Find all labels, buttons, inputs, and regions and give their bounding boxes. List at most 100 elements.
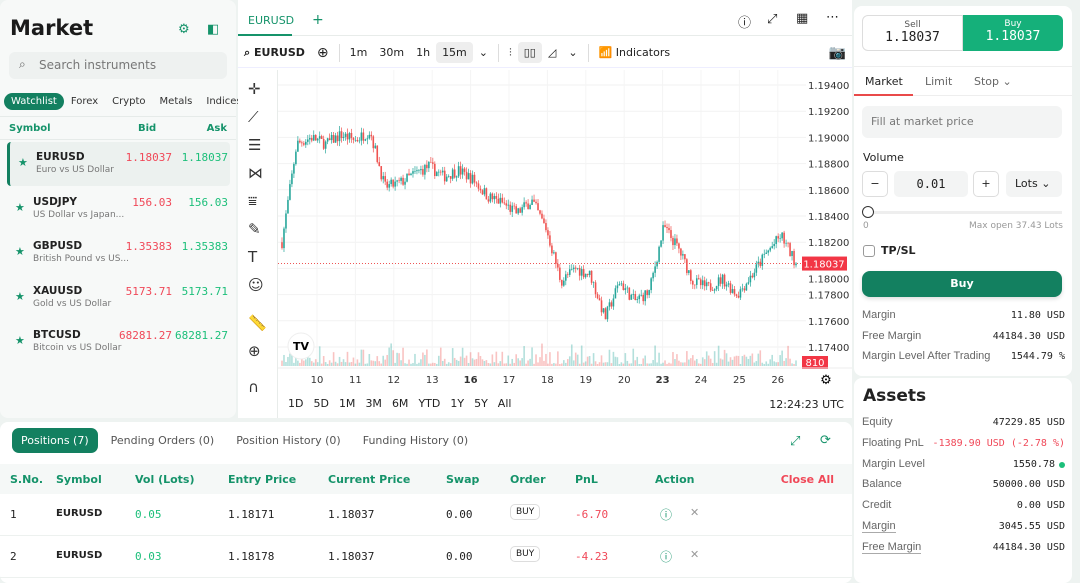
close-icon[interactable]: ✕ — [690, 506, 700, 519]
candles-icon[interactable]: ▯▯ — [517, 42, 542, 63]
range-3m[interactable]: 3M — [365, 397, 382, 410]
text-icon[interactable]: T — [248, 248, 258, 266]
close-icon[interactable]: ✕ — [690, 548, 700, 561]
cell-entry: 1.18178 — [228, 550, 275, 563]
asset-label[interactable]: Free Margin — [862, 540, 922, 554]
range-ytd[interactable]: YTD — [418, 397, 441, 410]
slider-handle[interactable] — [862, 206, 874, 218]
volume-bar — [699, 363, 702, 366]
star-icon[interactable]: ★ — [15, 334, 25, 347]
buy-price-button[interactable]: Buy 1.18037 — [963, 15, 1063, 51]
range-5y[interactable]: 5Y — [474, 397, 488, 410]
symbol-search-button[interactable]: ⌕ EURUSD — [244, 45, 305, 59]
compare-icon[interactable]: ⊕ — [316, 44, 329, 61]
watchlist-item[interactable]: ★ BTCUSD Bitcoin vs US Dollar 68281.27 6… — [7, 320, 230, 364]
chevron-down-icon[interactable]: ⌄ — [478, 46, 488, 59]
cell-order[interactable]: BUY — [510, 504, 541, 520]
tab-watchlist[interactable]: Watchlist — [4, 93, 64, 110]
watchlist-item[interactable]: ★ USDJPY US Dollar vs Japan... 156.03 15… — [7, 187, 230, 231]
y-tick-label: 1.19000 — [808, 133, 849, 144]
indicators-button[interactable]: 📶 Indicators — [593, 42, 677, 63]
candle — [376, 145, 379, 163]
camera-icon[interactable]: 📷 — [828, 44, 846, 61]
buy-button[interactable]: Buy — [862, 271, 1062, 297]
decrease-volume-button[interactable]: − — [862, 171, 888, 197]
settings-icon[interactable]: ⚙ — [820, 373, 832, 388]
unit-select[interactable]: Lots ⌄ — [1006, 171, 1062, 197]
range-5d[interactable]: 5D — [313, 397, 329, 410]
collapse-panel-icon[interactable]: ◧ — [207, 22, 220, 37]
info-icon[interactable]: ⓘ — [738, 16, 752, 31]
range-all[interactable]: All — [497, 397, 512, 410]
bar-type-icon[interactable]: ⫶ — [509, 45, 512, 59]
chevron-down-icon[interactable]: ⌄ — [568, 46, 578, 59]
interval-1h[interactable]: 1h — [416, 46, 431, 59]
info-icon[interactable]: ⓘ — [660, 550, 673, 564]
emoji-icon[interactable]: ☺ — [248, 276, 264, 294]
volume-bar — [751, 353, 754, 366]
range-1d[interactable]: 1D — [288, 397, 304, 410]
magnet-icon[interactable]: ∩ — [248, 378, 259, 396]
trend-line-icon[interactable]: ⟋ — [248, 108, 259, 126]
interval-30m[interactable]: 30m — [379, 46, 405, 59]
more-icon[interactable]: ⋯ — [826, 10, 839, 25]
star-icon[interactable]: ★ — [18, 156, 28, 169]
star-icon[interactable]: ★ — [15, 245, 25, 258]
pattern-icon[interactable]: ⋈ — [248, 164, 263, 182]
refresh-icon[interactable]: ⟳ — [820, 433, 831, 448]
tab-position-history[interactable]: Position History (0) — [236, 434, 341, 447]
tab-metals[interactable]: Metals — [159, 96, 193, 107]
symbol: GBPUSD — [33, 240, 83, 252]
cell-order[interactable]: BUY — [510, 546, 541, 562]
crosshair-icon[interactable]: ✛ — [248, 80, 261, 98]
price-chart[interactable]: 1.19400 1.19200 1.19000 1.18800 1.18600 1.184… — [278, 70, 852, 390]
fib-icon[interactable]: ☰ — [248, 136, 262, 154]
grid-icon[interactable]: ▦ — [796, 11, 809, 26]
tab-pending-orders[interactable]: Pending Orders (0) — [110, 434, 215, 447]
interval-1m[interactable]: 1m — [349, 46, 368, 59]
range-1y[interactable]: 1Y — [450, 397, 465, 410]
expand-icon[interactable]: ⤢ — [790, 434, 801, 449]
add-tab-button[interactable]: + — [312, 12, 324, 28]
star-icon[interactable]: ★ — [15, 289, 25, 303]
tab-stop[interactable]: Stop ⌄ — [974, 75, 1012, 88]
tab-forex[interactable]: Forex — [70, 96, 99, 107]
tpsl-checkbox[interactable] — [863, 245, 875, 257]
sell-button[interactable]: Sell 1.18037 — [862, 15, 963, 51]
volume-bar — [483, 360, 486, 366]
volume-input[interactable]: 0.01 — [894, 171, 968, 197]
price-badge-label: 1.18037 — [803, 260, 844, 271]
tab-funding-history[interactable]: Funding History (0) — [362, 434, 469, 447]
range-6m[interactable]: 6M — [391, 397, 409, 410]
price-input[interactable]: Fill at market price — [862, 106, 1062, 138]
range-1m[interactable]: 1M — [338, 397, 356, 410]
search-input[interactable]: ⌕ Search instruments — [9, 52, 227, 79]
tab-crypto[interactable]: Crypto — [112, 96, 146, 107]
tab-market[interactable]: Market — [854, 67, 913, 96]
star-icon[interactable]: ★ — [15, 200, 25, 214]
tab-limit[interactable]: Limit — [925, 75, 953, 88]
close-all-button[interactable]: Close All — [780, 473, 834, 486]
area-chart-icon[interactable]: ◿ — [547, 46, 557, 59]
zoom-in-icon[interactable]: ⊕ — [248, 342, 261, 360]
asset-row: Credit 0.00 USD — [862, 499, 1065, 511]
fullscreen-icon[interactable]: ⤢ — [767, 12, 778, 27]
candle — [670, 230, 672, 238]
tab-eurusd[interactable]: EURUSD — [238, 6, 294, 36]
gear-icon[interactable]: ⚙ — [178, 22, 190, 37]
volume-bar — [376, 356, 379, 366]
increase-volume-button[interactable]: + — [973, 171, 999, 197]
ruler-icon[interactable]: 📏 — [248, 314, 267, 332]
tradingview-logo[interactable] — [287, 332, 315, 360]
interval-15m[interactable]: 15m — [436, 42, 473, 63]
watchlist-item[interactable]: ★ GBPUSD British Pound vs US... 1.35383 … — [7, 231, 230, 275]
projection-icon[interactable]: ⩸ — [248, 192, 258, 210]
watchlist-item[interactable]: ★ EURUSD Euro vs US Dollar 1.18037 1.180… — [7, 142, 230, 186]
watchlist-item[interactable]: ★ XAUUSD Gold vs US Dollar 5173.71 5173.… — [7, 276, 230, 320]
volume-slider[interactable] — [866, 211, 1062, 214]
tab-positions[interactable]: Positions (7) — [12, 428, 98, 453]
brush-icon[interactable]: ✎ — [248, 220, 261, 238]
tab-indices[interactable]: Indices — [206, 96, 242, 107]
info-icon[interactable]: ⓘ — [660, 508, 673, 522]
asset-label[interactable]: Margin — [862, 520, 896, 533]
